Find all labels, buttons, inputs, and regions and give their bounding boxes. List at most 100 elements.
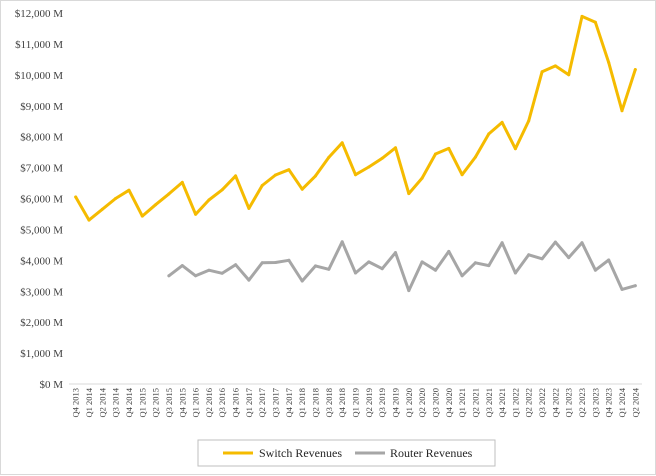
data-point-router-revenues (593, 268, 597, 272)
legend-label-switch: Switch Revenues (259, 446, 342, 460)
y-tick-label: $4,000 M (20, 255, 63, 267)
data-point-router-revenues (567, 256, 571, 260)
data-point-switch-revenues (327, 155, 331, 159)
data-point-switch-revenues (140, 214, 144, 218)
x-tick-label: Q2 2023 (577, 388, 587, 418)
data-point-router-revenues (447, 249, 451, 253)
y-tick-label: $1,000 M (20, 348, 63, 360)
data-point-switch-revenues (247, 206, 251, 210)
data-point-router-revenues (500, 241, 504, 245)
data-point-router-revenues (460, 274, 464, 278)
data-point-router-revenues (407, 289, 411, 293)
data-point-router-revenues (540, 257, 544, 261)
y-tick-label: $0 M (39, 379, 63, 391)
data-point-switch-revenues (567, 73, 571, 77)
x-tick-label: Q1 2024 (617, 387, 627, 417)
x-tick-label: Q4 2018 (337, 388, 347, 418)
x-tick-label: Q2 2021 (470, 388, 480, 418)
data-point-router-revenues (247, 278, 251, 282)
y-tick-label: $5,000 M (20, 224, 63, 236)
data-point-router-revenues (580, 241, 584, 245)
x-tick-label: Q3 2017 (271, 388, 281, 418)
legend-box (197, 439, 496, 467)
x-tick-label: Q1 2023 (564, 388, 574, 418)
x-tick-label: Q1 2016 (191, 388, 201, 418)
x-tick-label: Q4 2013 (71, 388, 81, 418)
x-tick-label: Q1 2021 (457, 388, 467, 418)
data-point-switch-revenues (167, 192, 171, 196)
data-point-router-revenues (274, 261, 277, 264)
data-point-switch-revenues (553, 64, 557, 68)
data-point-switch-revenues (74, 195, 78, 199)
data-point-switch-revenues (473, 155, 477, 159)
series-line-switch-revenues (74, 14, 637, 222)
data-point-router-revenues (300, 279, 304, 283)
y-axis-tick-labels: $0 M $1,000 M $2,000 M $3,000 M $4,000 M $5,0… (15, 8, 64, 391)
data-point-switch-revenues (633, 68, 637, 72)
data-point-switch-revenues (354, 173, 357, 177)
data-point-router-revenues (473, 261, 477, 265)
x-tick-label: Q3 2022 (537, 388, 547, 418)
y-tick-label: $12,000 M (15, 8, 64, 20)
data-point-router-revenues (367, 260, 371, 264)
data-point-switch-revenues (234, 174, 238, 178)
series-line-router-revenues (167, 240, 637, 293)
data-point-switch-revenues (460, 173, 464, 177)
x-tick-label: Q3 2018 (324, 388, 334, 418)
data-point-switch-revenues (180, 180, 184, 184)
data-point-router-revenues (633, 284, 637, 288)
x-tick-label: Q4 2019 (390, 388, 400, 418)
data-point-switch-revenues (300, 187, 304, 191)
data-point-router-revenues (434, 268, 437, 272)
data-point-router-revenues (513, 271, 517, 275)
data-point-switch-revenues (154, 203, 158, 207)
data-point-switch-revenues (260, 184, 264, 187)
data-point-switch-revenues (580, 14, 584, 18)
data-point-switch-revenues (114, 197, 118, 200)
x-tick-label: Q1 2018 (297, 388, 307, 418)
data-point-router-revenues (314, 264, 317, 268)
data-point-switch-revenues (434, 152, 437, 156)
data-point-switch-revenues (380, 156, 384, 160)
data-point-router-revenues (354, 271, 357, 275)
x-tick-label: Q4 2021 (497, 388, 507, 418)
x-tick-label: Q3 2020 (430, 388, 440, 418)
data-point-switch-revenues (274, 173, 277, 177)
data-point-router-revenues (167, 274, 171, 278)
x-tick-label: Q1 2014 (84, 387, 94, 417)
data-point-router-revenues (180, 264, 184, 268)
data-point-router-revenues (380, 267, 384, 271)
data-point-router-revenues (234, 263, 238, 267)
y-tick-label: $8,000 M (20, 132, 63, 144)
data-point-switch-revenues (194, 212, 198, 216)
x-tick-label: Q1 2017 (244, 388, 254, 418)
data-point-switch-revenues (607, 61, 611, 64)
x-tick-label: Q3 2021 (484, 388, 494, 418)
data-point-switch-revenues (340, 141, 344, 145)
data-point-router-revenues (607, 258, 611, 262)
data-point-switch-revenues (394, 146, 397, 150)
legend: Switch Revenues Router Revenues (197, 439, 496, 467)
x-tick-label: Q4 2015 (177, 388, 187, 418)
data-point-switch-revenues (540, 70, 544, 74)
x-tick-label: Q2 2019 (364, 388, 374, 418)
data-point-router-revenues (260, 261, 264, 265)
data-point-router-revenues (487, 264, 491, 268)
x-tick-label: Q3 2016 (217, 388, 227, 418)
data-point-switch-revenues (314, 174, 317, 178)
data-point-router-revenues (394, 251, 397, 255)
data-point-router-revenues (420, 260, 424, 264)
x-tick-label: Q4 2014 (124, 387, 134, 417)
data-point-switch-revenues (100, 207, 104, 211)
x-tick-label: Q2 2018 (311, 388, 321, 418)
x-tick-label: Q2 2017 (257, 388, 267, 418)
data-point-router-revenues (340, 240, 344, 244)
y-tick-label: $11,000 M (15, 39, 63, 51)
data-point-switch-revenues (500, 120, 504, 124)
x-tick-label: Q1 2022 (510, 388, 520, 418)
x-tick-label: Q3 2023 (590, 388, 600, 418)
data-point-switch-revenues (207, 198, 211, 202)
x-tick-label: Q2 2015 (151, 388, 161, 418)
